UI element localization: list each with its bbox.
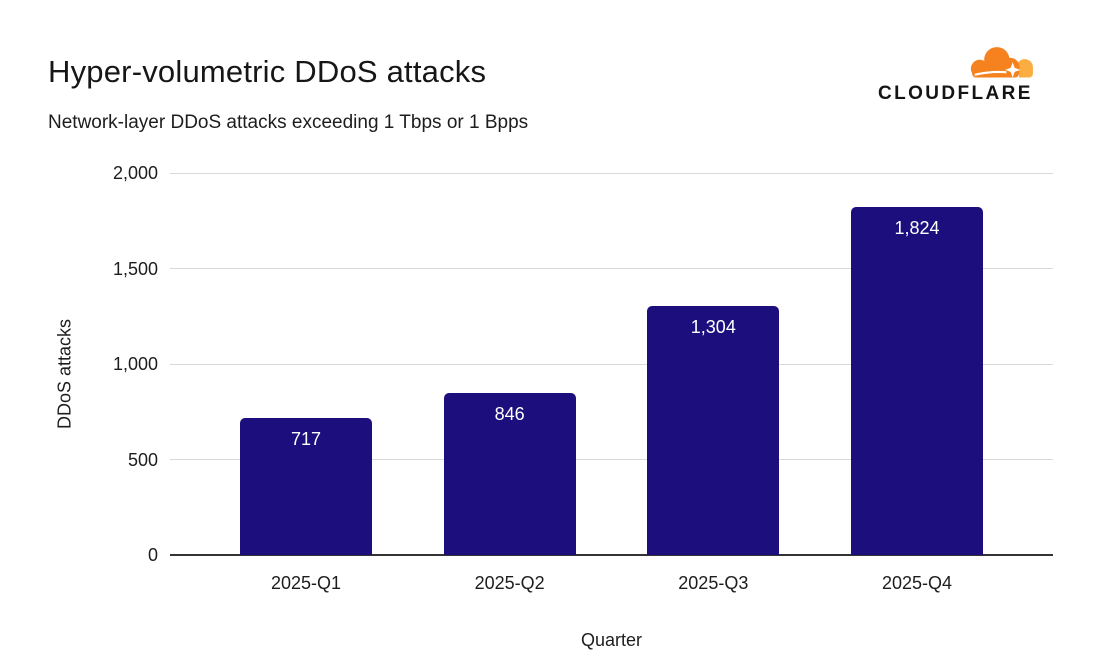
y-tick-label: 500 xyxy=(127,449,158,470)
bar-value-label: 846 xyxy=(494,404,525,425)
x-tick-labels: 2025-Q1 2025-Q2 2025-Q3 2025-Q4 xyxy=(170,572,1053,594)
x-tick-label: 2025-Q3 xyxy=(678,573,749,593)
gridline xyxy=(170,459,1053,460)
y-tick-label: 1,500 xyxy=(112,258,158,279)
bar: 1,824 xyxy=(850,206,983,555)
bar: 1,304 xyxy=(647,305,780,555)
gridline xyxy=(170,268,1053,269)
x-axis-title: Quarter xyxy=(580,630,643,650)
y-tick-label: 1,000 xyxy=(112,354,158,374)
bar-value-label: 1,304 xyxy=(690,316,736,337)
cloudflare-cloud-icon xyxy=(970,47,1033,78)
bar-value-label: 1,824 xyxy=(894,217,940,238)
gridline xyxy=(170,363,1053,365)
y-axis-title: DDoS attacks xyxy=(54,318,75,430)
y-tick-label: 2,000 xyxy=(112,163,158,183)
plot-area: 717 846 1,304 1,824 xyxy=(170,172,1053,556)
bar: 846 xyxy=(443,393,576,555)
x-axis-line xyxy=(170,554,1053,556)
x-tick-label: 2025-Q2 xyxy=(474,573,545,593)
gridline xyxy=(170,172,1053,174)
cloudflare-wordmark: CLOUDFLARE xyxy=(878,83,1033,104)
x-tick-label: 2025-Q1 xyxy=(270,573,342,593)
bar-value-label: 717 xyxy=(290,429,322,450)
y-tick-label: 0 xyxy=(147,545,158,565)
cloudflare-logo: CLOUDFLARE xyxy=(878,42,1042,105)
y-tick-labels: 0 500 1,000 1,500 2,000 xyxy=(90,163,158,565)
page-subtitle: Network-layer DDoS attacks exceeding 1 T… xyxy=(48,112,529,133)
bars: 717 846 1,304 1,824 xyxy=(170,173,1053,555)
page-title: Hyper-volumetric DDoS attacks xyxy=(48,54,487,89)
x-tick-label: 2025-Q4 xyxy=(881,573,952,593)
bar: 717 xyxy=(240,418,372,555)
